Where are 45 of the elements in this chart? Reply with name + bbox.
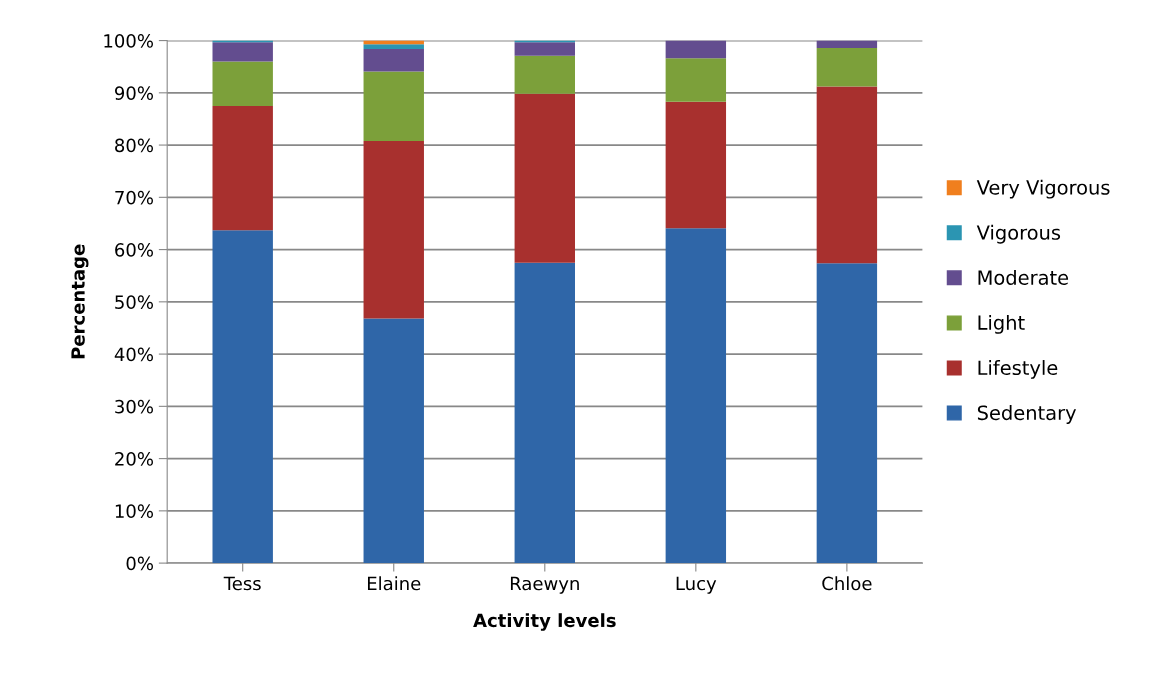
bar [816,47,878,87]
x-tick-label: Raewyn [510,576,579,594]
bar [212,42,273,62]
x-axis-title: Activity levels [473,613,616,631]
y-axis-title: Percentage [71,244,89,359]
bar [363,71,424,141]
bar [212,230,273,564]
bar [816,86,878,264]
bar [212,105,273,231]
y-tick-label: 30% [115,399,153,414]
bar [665,101,727,229]
bar [665,40,727,59]
x-tick-label: Tess [223,576,261,591]
bar [665,228,727,564]
y-tick-label: 40% [114,347,153,362]
y-tick-label: 90% [115,86,153,100]
y-tick-label: 10% [115,504,153,518]
x-tick-label: Chloe [822,576,872,591]
y-tick-label: 0% [126,556,153,571]
bar [816,40,878,48]
x-tick-label: Elaine [367,576,421,591]
bar [665,58,727,102]
legend-label: Lifestyle [978,360,1058,379]
y-tick-label: 80% [115,138,153,153]
bar [363,44,424,49]
y-tick-label: 50% [115,295,153,309]
y-tick-label: 60% [115,243,153,257]
y-tick-label: 70% [115,190,153,205]
bar [363,48,424,72]
legend-label: Vigorous [976,224,1061,244]
legend-label: Moderate [978,269,1069,285]
legend-label: Sedentary [977,405,1077,424]
bar [514,42,575,56]
x-tick-label: Lucy [676,576,717,594]
legend-label: Very Vigorous [976,179,1110,199]
bar [514,262,575,564]
legend-label: Light [978,314,1025,334]
bar [363,140,424,319]
bar [212,61,273,106]
bar [514,55,575,94]
bar [816,263,878,564]
bar [363,318,424,564]
y-tick-label: 20% [115,452,153,466]
bar [514,93,575,263]
y-tick-label: 100% [104,34,153,48]
